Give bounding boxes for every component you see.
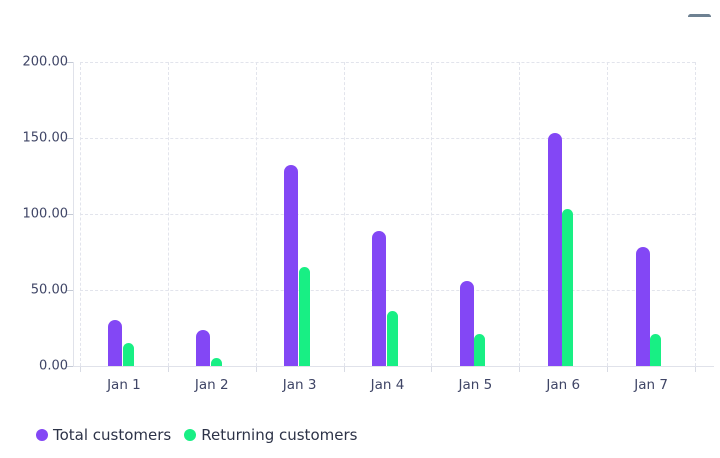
chart-menu-icon[interactable] — [688, 14, 711, 30]
x-axis-label: Jan 6 — [546, 377, 581, 393]
legend-dot — [36, 429, 48, 441]
legend-dot — [184, 429, 197, 441]
y-axis-tick — [67, 138, 73, 139]
x-axis-tick — [607, 367, 609, 372]
y-axis-label: 200.00 — [22, 54, 69, 70]
y-axis-tick — [67, 214, 73, 215]
bar-total-customers[interactable] — [635, 247, 650, 366]
x-axis-tick — [167, 367, 169, 372]
bar-returning-customers[interactable] — [562, 209, 574, 366]
v-gridline — [80, 62, 81, 366]
y-axis-tick — [67, 62, 73, 63]
bar-total-customers[interactable] — [547, 133, 562, 366]
y-axis-label: 0.00 — [39, 358, 68, 374]
v-gridline — [431, 62, 433, 366]
h-gridline — [80, 62, 695, 63]
y-axis-tick — [67, 366, 73, 367]
bar-returning-customers[interactable] — [210, 358, 222, 366]
bar-returning-customers[interactable] — [298, 267, 310, 366]
x-axis-tick — [80, 367, 81, 372]
bar-returning-customers[interactable] — [650, 334, 662, 366]
h-gridline — [80, 138, 695, 139]
x-axis-line — [73, 366, 714, 367]
x-axis-tick — [695, 367, 696, 372]
chart-legend: Total customers Returning customers — [36, 426, 357, 444]
x-axis-label: Jan 3 — [282, 377, 317, 393]
legend-label: Total customers — [53, 426, 172, 444]
legend-label: Returning customers — [201, 426, 358, 444]
v-gridline — [167, 62, 169, 366]
y-axis-label: 100.00 — [22, 206, 69, 222]
bar-returning-customers[interactable] — [474, 334, 486, 366]
x-axis-label: Jan 4 — [370, 377, 405, 393]
x-axis-tick — [255, 367, 257, 372]
x-axis-label: Jan 5 — [458, 377, 493, 393]
x-axis-label: Jan 1 — [107, 377, 141, 393]
y-axis-line — [73, 62, 74, 366]
bar-total-customers[interactable] — [284, 165, 299, 366]
x-axis-tick — [431, 367, 433, 372]
x-axis-tick — [343, 367, 345, 372]
v-gridline — [695, 62, 696, 366]
bar-total-customers[interactable] — [196, 330, 211, 366]
y-axis-label: 50.00 — [30, 282, 68, 298]
bar-total-customers[interactable] — [108, 320, 123, 366]
x-axis-label: Jan 7 — [634, 377, 668, 393]
menu-bar — [688, 14, 711, 17]
y-axis-tick — [67, 290, 73, 291]
h-gridline — [80, 214, 695, 215]
legend-item-total-customers[interactable]: Total customers — [36, 426, 171, 444]
legend-item-returning-customers[interactable]: Returning customers — [184, 426, 357, 444]
bar-returning-customers[interactable] — [386, 311, 398, 366]
v-gridline — [343, 62, 345, 366]
x-axis-tick — [519, 367, 521, 372]
v-gridline — [519, 62, 521, 366]
h-gridline — [80, 290, 695, 291]
y-axis-label: 150.00 — [22, 130, 69, 146]
bar-total-customers[interactable] — [372, 231, 386, 366]
bar-returning-customers[interactable] — [122, 343, 134, 366]
x-axis-label: Jan 2 — [194, 377, 229, 393]
v-gridline — [255, 62, 257, 366]
bar-total-customers[interactable] — [459, 281, 474, 366]
v-gridline — [607, 62, 609, 366]
